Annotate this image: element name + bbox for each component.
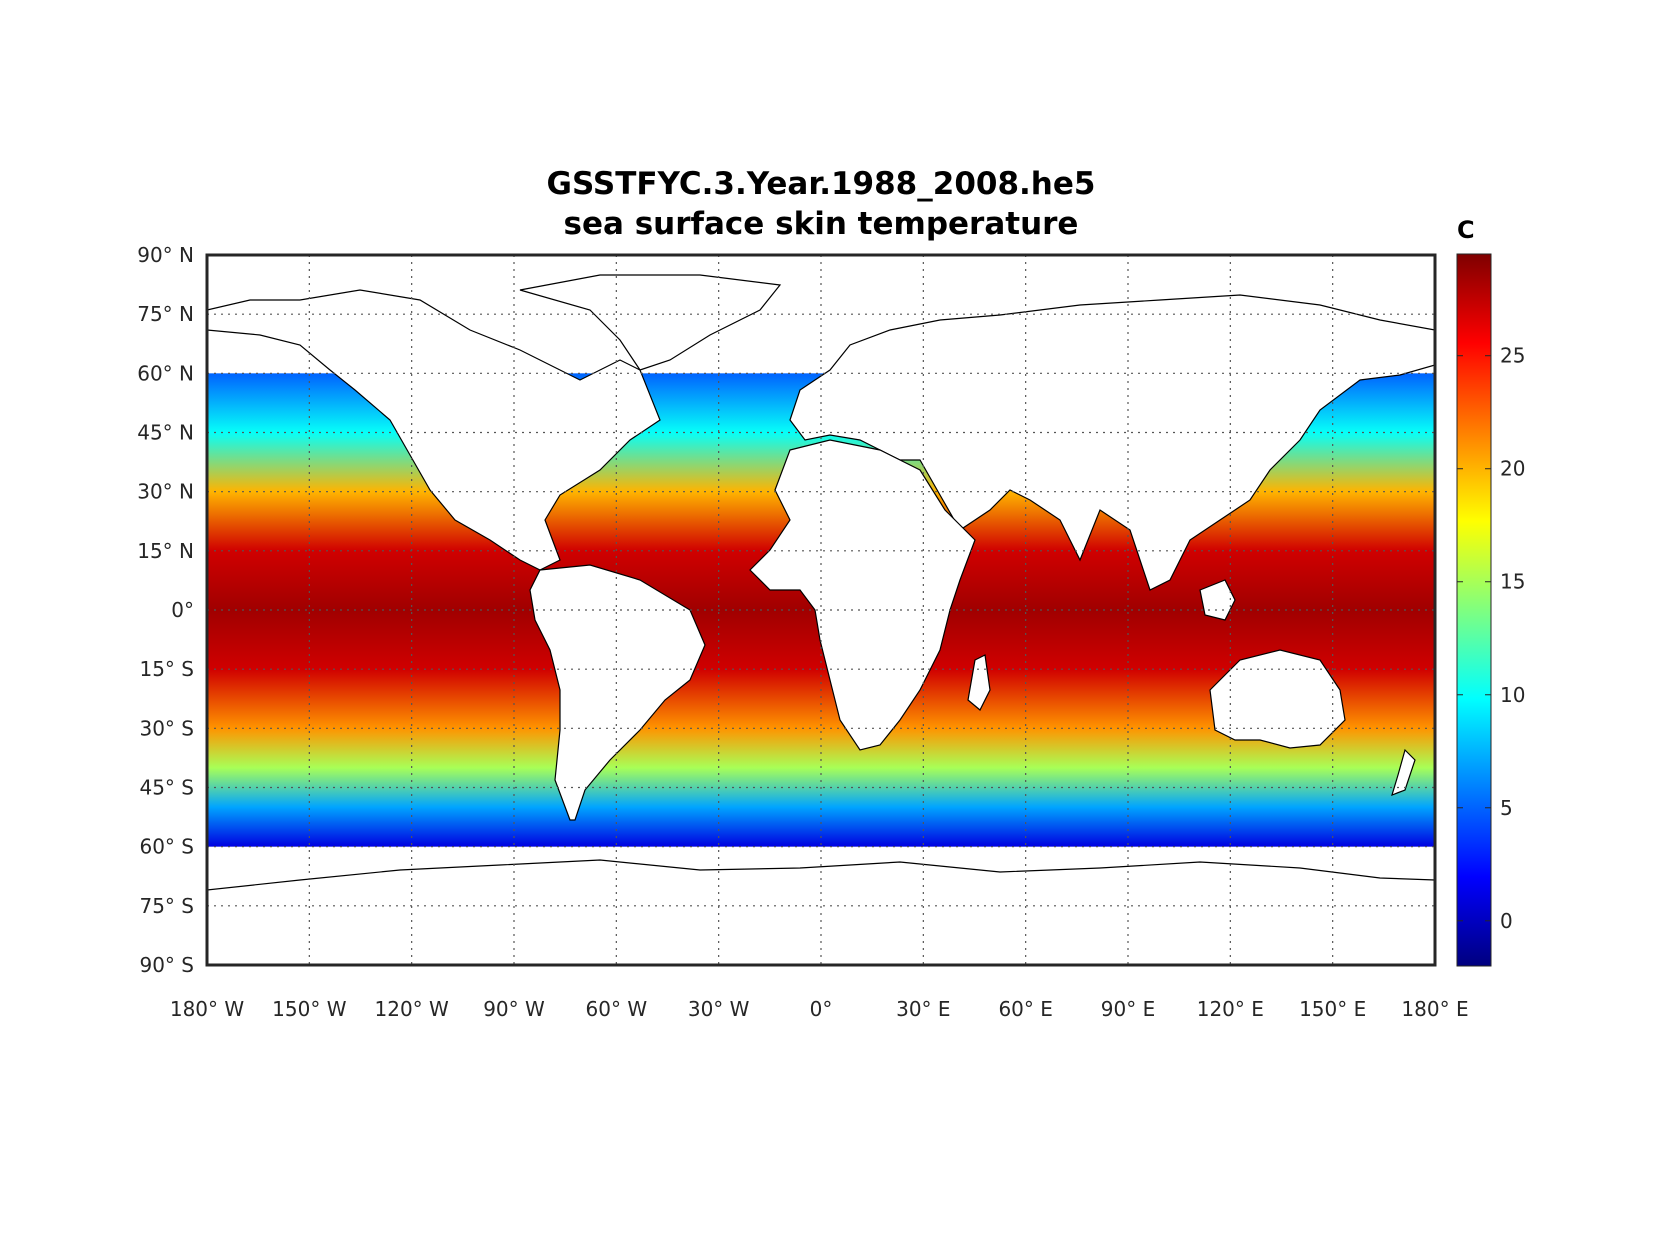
longitude-tick-label: 30° E [896, 997, 950, 1021]
latitude-tick-label: 30° N [137, 480, 194, 504]
latitude-tick-label: 15° N [137, 539, 194, 563]
longitude-tick-label: 60° W [586, 997, 648, 1021]
new-zealand-land [1391, 748, 1416, 796]
colorbar-unit-label: C [1457, 216, 1475, 244]
africa-land [749, 439, 976, 751]
map-title-line-1: GSSTFYC.3.Year.1988_2008.he5 [546, 166, 1096, 202]
colorbar-tick-label: 25 [1500, 344, 1525, 368]
map-grid-lines [207, 255, 1435, 965]
latitude-tick-label: 60° S [139, 835, 194, 859]
longitude-tick-label: 90° W [483, 997, 545, 1021]
longitude-tick-label: 180° E [1401, 997, 1468, 1021]
north-america-land [207, 289, 661, 571]
latitude-tick-label: 75° N [137, 302, 194, 326]
latitude-tick-label: 0° [171, 598, 194, 622]
latitude-tick-labels: 90° N 75° N 60° N 45° N 30° N 15° N 0° 15° S 30°… [137, 243, 194, 977]
europe-asia-land [789, 294, 1435, 591]
latitude-tick-label: 75° S [139, 894, 194, 918]
colorbar-ticks: 0 5 10 15 20 25 [1457, 344, 1525, 933]
longitude-tick-label: 120° W [375, 997, 450, 1021]
colorbar-tick-label: 0 [1500, 909, 1513, 933]
map-title-line-2: sea surface skin temperature [563, 206, 1079, 242]
greenland-land [519, 274, 782, 371]
colorbar-tick-label: 15 [1500, 570, 1525, 594]
map-plot-area [207, 255, 1435, 965]
longitude-tick-label: 120° E [1197, 997, 1264, 1021]
longitude-tick-label: 90° E [1101, 997, 1155, 1021]
longitude-tick-label: 30° W [688, 997, 750, 1021]
latitude-tick-label: 60° N [137, 361, 194, 385]
latitude-tick-label: 15° S [139, 657, 194, 681]
land-masses [207, 274, 1435, 965]
colorbar-tick-label: 20 [1500, 457, 1525, 481]
longitude-tick-label: 150° E [1299, 997, 1366, 1021]
longitude-tick-label: 0° [810, 997, 833, 1021]
longitude-tick-label: 60° E [998, 997, 1052, 1021]
latitude-tick-label: 30° S [139, 716, 194, 740]
latitude-tick-label: 90° N [137, 243, 194, 267]
latitude-tick-label: 45° N [137, 421, 194, 445]
latitude-tick-label: 90° S [139, 953, 194, 977]
longitude-tick-labels: 180° W 150° W 120° W 90° W 60° W 30° W 0° 30° E… [170, 997, 1469, 1021]
latitude-tick-label: 45° S [139, 776, 194, 800]
colorbar [1456, 253, 1492, 967]
longitude-tick-label: 150° W [272, 997, 347, 1021]
map-frame [205, 253, 1437, 967]
longitude-tick-label: 180° W [170, 997, 245, 1021]
colorbar-tick-label: 5 [1500, 796, 1513, 820]
colorbar-tick-label: 10 [1500, 683, 1525, 707]
